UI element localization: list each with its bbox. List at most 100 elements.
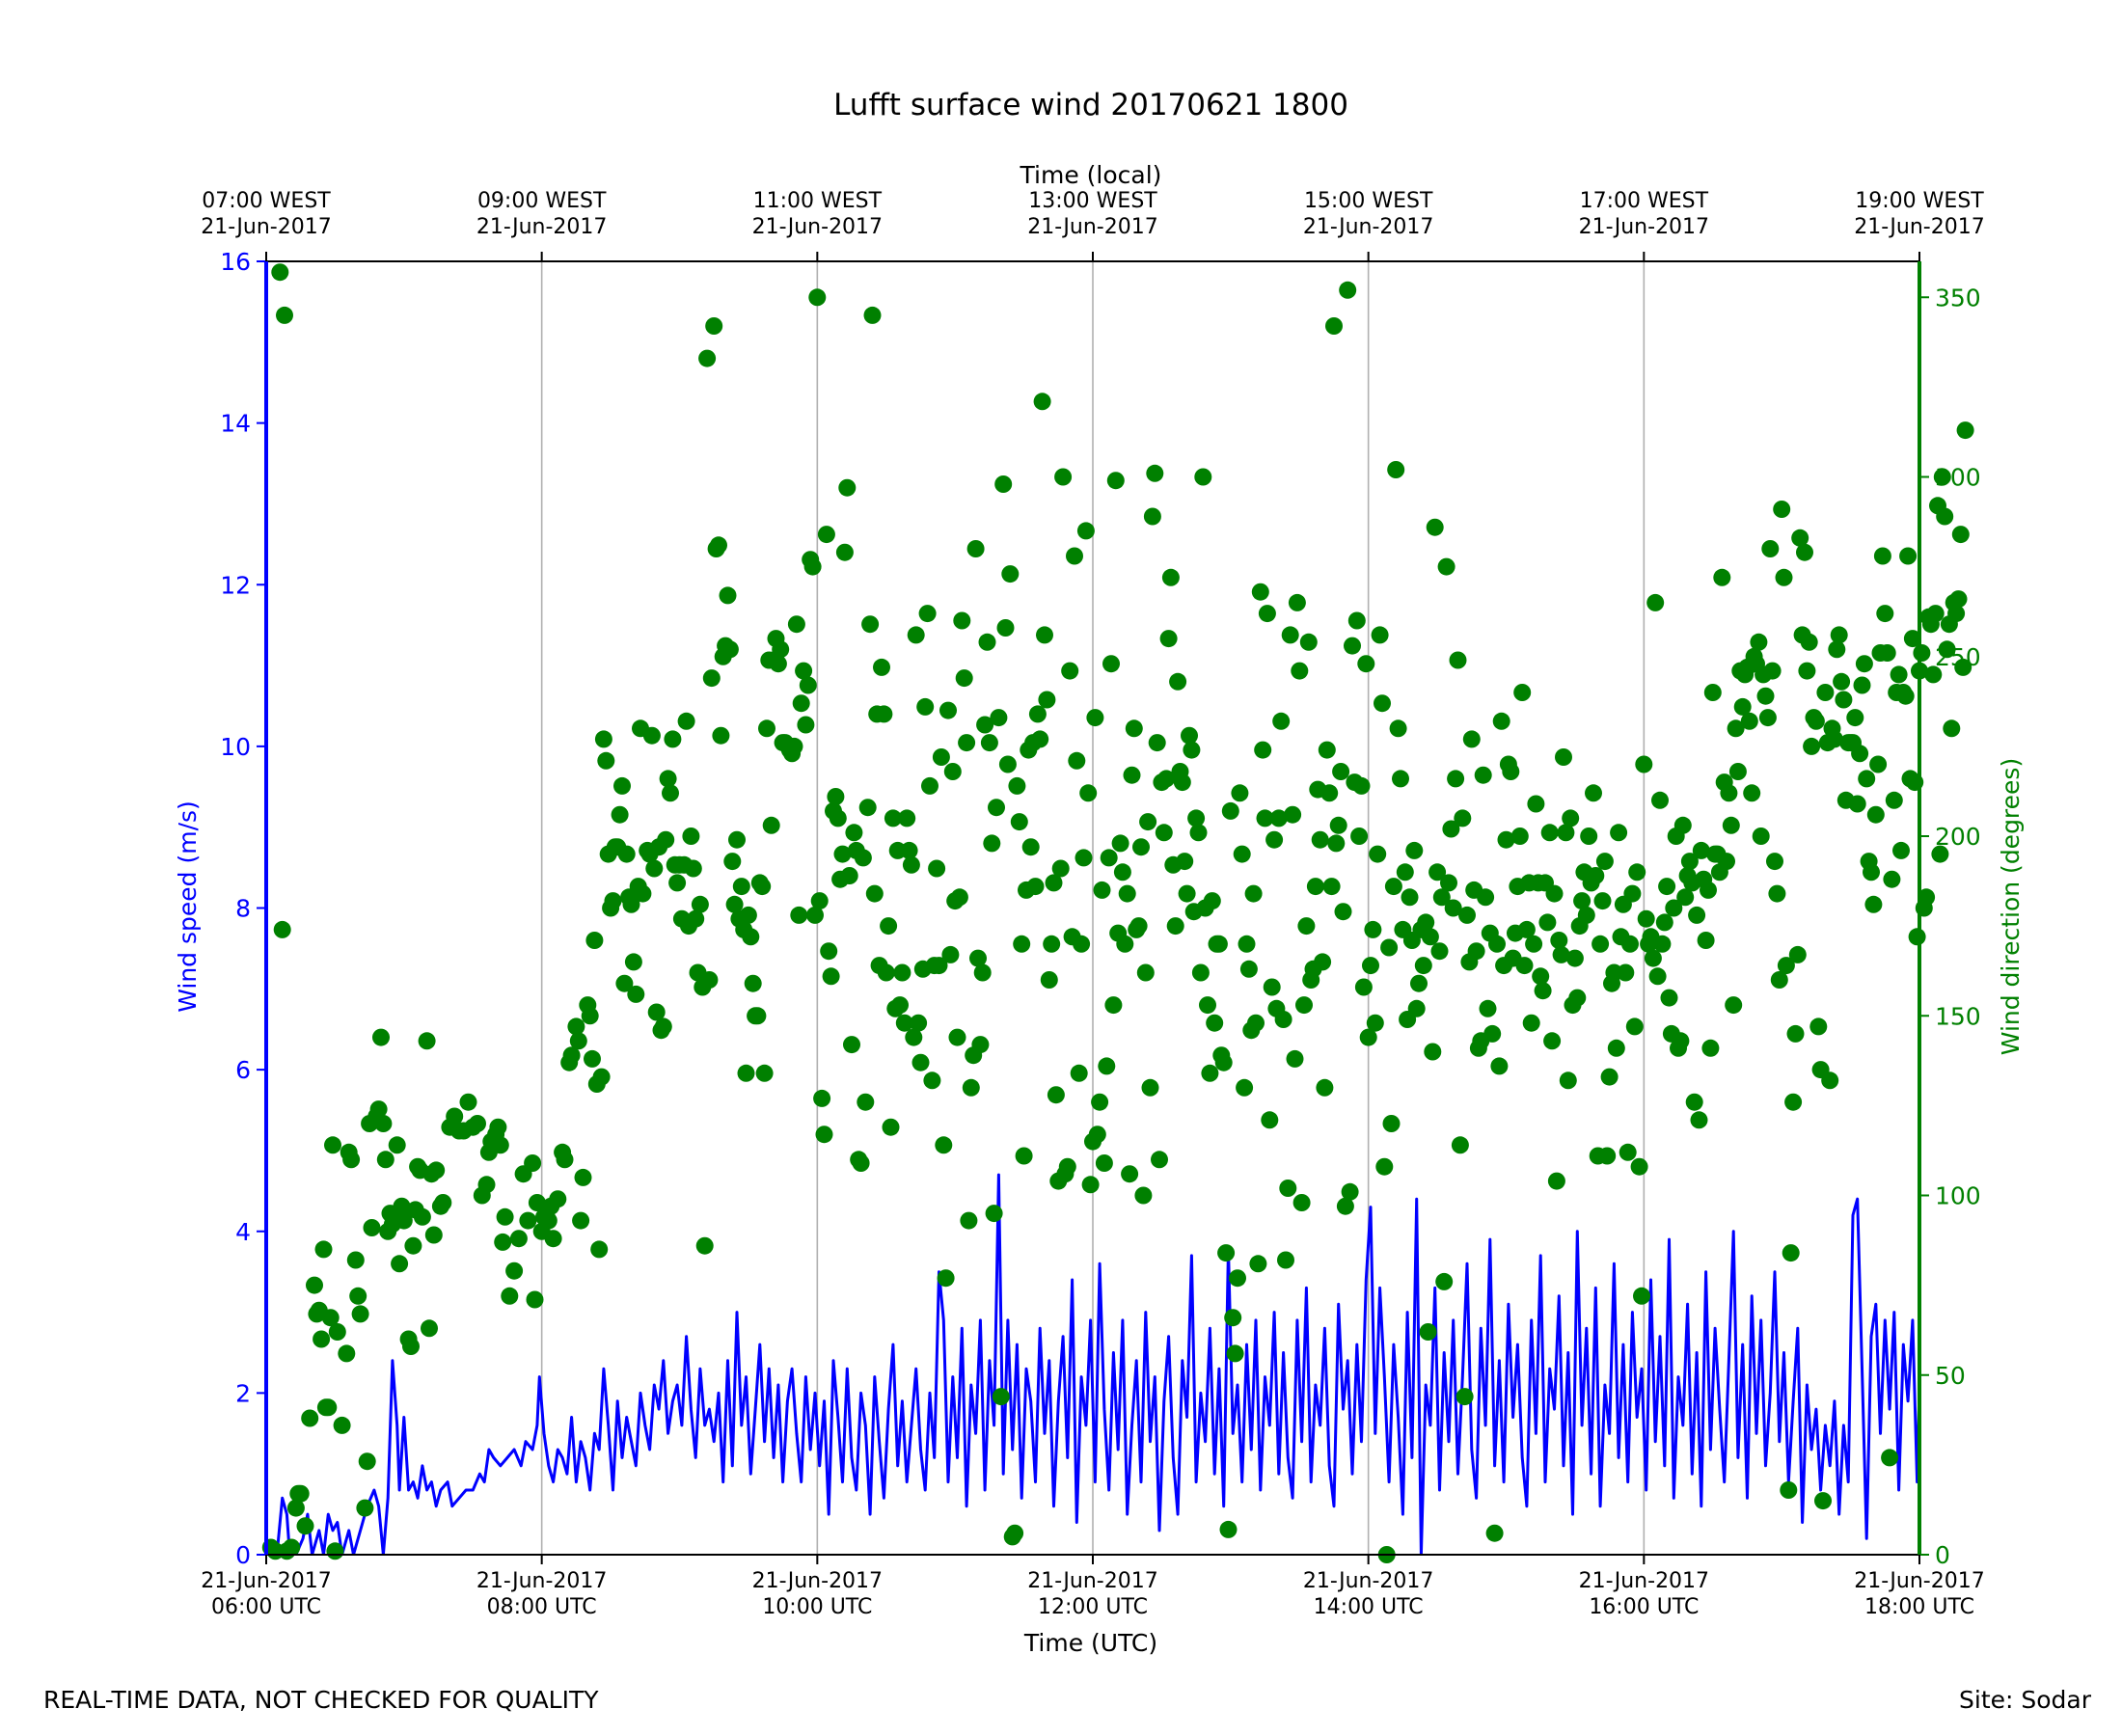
wind-direction-point [1254, 741, 1272, 759]
wind-direction-point [1419, 1323, 1437, 1341]
wind-direction-point [820, 942, 838, 961]
wind-direction-point [326, 1542, 344, 1560]
wind-direction-point [1362, 957, 1379, 975]
wind-direction-point [1610, 824, 1628, 842]
wind-direction-point [1226, 1344, 1244, 1363]
wind-direction-point [1136, 963, 1155, 982]
wind-direction-point [806, 906, 824, 924]
y-left-tick-label: 12 [220, 571, 251, 599]
wind-direction-point [710, 536, 727, 555]
wind-direction-point [1740, 712, 1758, 730]
wind-direction-point [404, 1236, 422, 1255]
site-label: Site: Sodar [1959, 1686, 2091, 1714]
wind-direction-point [1951, 526, 1970, 544]
wind-direction-point [494, 1233, 512, 1251]
wind-direction-point [900, 841, 918, 859]
wind-direction-point [1217, 1244, 1236, 1262]
wind-direction-point [1467, 942, 1485, 961]
wind-direction-point [524, 1154, 542, 1172]
wind-direction-point [1047, 1086, 1065, 1104]
axis-ticks: 0 2 4 6 8 10 12 14 16 0 50 100 150 200 250 300 350 21-Jun… [201, 189, 1984, 1619]
wind-direction-point [1054, 468, 1073, 486]
wind-direction-point [342, 1151, 361, 1169]
wind-direction-point [1943, 719, 1961, 738]
wind-direction-point [1703, 684, 1722, 701]
wind-direction-point [1864, 895, 1883, 913]
wind-direction-point [1720, 784, 1738, 802]
wind-direction-point [1510, 827, 1529, 845]
wind-direction-point [1320, 784, 1339, 802]
wind-direction-point [1073, 935, 1091, 953]
wind-direction-point [1102, 655, 1120, 673]
wind-direction-point [369, 1100, 388, 1119]
wind-direction-point [1045, 874, 1063, 892]
wind-direction-point [1371, 626, 1389, 644]
x-bottom-tick-time: 14:00 UTC [1314, 1595, 1424, 1619]
wind-direction-point [569, 1032, 587, 1050]
x-bottom-tick-time: 16:00 UTC [1589, 1595, 1699, 1619]
wind-direction-point [1890, 665, 1908, 684]
wind-direction-point [1229, 1269, 1246, 1288]
wind-direction-point [1263, 978, 1281, 996]
wind-direction-point [1357, 655, 1375, 673]
wind-direction-point [1559, 1071, 1577, 1090]
y-left-tick-label: 16 [220, 248, 251, 276]
wind-direction-point [1199, 996, 1216, 1015]
wind-direction-point [1407, 999, 1426, 1017]
wind-direction-point [1646, 593, 1665, 611]
wind-direction-point [394, 1211, 413, 1230]
wind-direction-point [1311, 830, 1329, 849]
wind-direction-point [1219, 1520, 1238, 1538]
y-left-tick-label: 2 [235, 1379, 251, 1407]
y-axis-left-label: Wind speed (m/s) [174, 800, 202, 1013]
wind-direction-point [1299, 633, 1318, 651]
wind-direction-point [744, 974, 762, 992]
wind-direction-point [1070, 1064, 1088, 1082]
y-right-tick-label: 350 [1935, 284, 1981, 312]
wind-direction-point [647, 1003, 666, 1021]
wind-direction-point [1685, 1093, 1703, 1111]
wind-direction-point [1577, 906, 1595, 924]
wind-direction-point [1625, 1017, 1644, 1036]
wind-direction-point [1203, 892, 1221, 910]
wind-direction-point [574, 1168, 592, 1186]
x-axis-label: Time (UTC) [1023, 1629, 1157, 1657]
wind-direction-point [562, 1046, 581, 1065]
wind-direction-point [413, 1207, 431, 1226]
wind-direction-point [1488, 935, 1506, 953]
wind-direction-point [391, 1255, 409, 1273]
wind-direction-point [1722, 816, 1740, 834]
wind-direction-point [928, 859, 946, 878]
wind-direction-point [1672, 1032, 1690, 1050]
wind-direction-point [283, 1538, 301, 1557]
wind-direction-point [1374, 694, 1391, 713]
wind-direction-point [1713, 568, 1731, 586]
wind-direction-point [1913, 644, 1931, 662]
wind-direction-point [273, 920, 291, 938]
wind-direction-point [1938, 640, 1956, 659]
wind-direction-point [1858, 770, 1876, 788]
wind-direction-point [1139, 813, 1157, 831]
wind-direction-point [737, 1064, 755, 1082]
wind-direction-point [1543, 1032, 1562, 1050]
wind-direction-point [769, 655, 787, 673]
wind-direction-point [306, 1276, 323, 1294]
wind-direction-point [1786, 1024, 1805, 1043]
wind-direction-point [1522, 1014, 1540, 1032]
wind-direction-point [682, 827, 700, 845]
wind-direction-point [732, 878, 750, 896]
wind-direction-point [1775, 568, 1793, 586]
wind-direction-point [1277, 1251, 1294, 1269]
wind-direction-point [998, 755, 1017, 773]
wind-direction-point [910, 1014, 928, 1032]
wind-direction-point [1181, 726, 1198, 745]
wind-direction-point [898, 809, 916, 827]
x-top-tick-date: 21-Jun-2017 [1854, 215, 1984, 239]
wind-direction-point [1116, 935, 1134, 953]
wind-direction-point [1796, 543, 1813, 561]
wind-direction-point [1435, 1272, 1454, 1290]
y-right-tick-label: 250 [1935, 643, 1981, 671]
wind-direction-point [627, 985, 645, 1003]
wind-direction-point [971, 1036, 990, 1054]
x-bottom-tick-time: 12:00 UTC [1038, 1595, 1148, 1619]
